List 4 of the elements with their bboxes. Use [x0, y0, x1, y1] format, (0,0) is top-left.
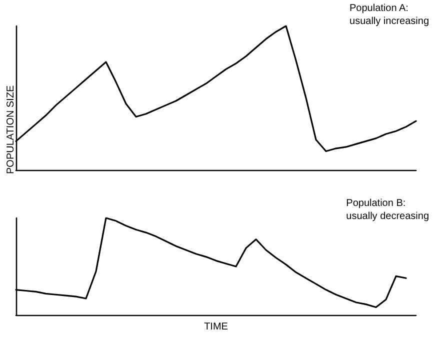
y-axis-title: POPULATION SIZE — [6, 84, 16, 174]
x-axis-title: TIME — [204, 322, 228, 332]
annotation: Population B: usually decreasing — [346, 198, 429, 222]
annotation: Population A: usually increasing — [350, 3, 430, 27]
